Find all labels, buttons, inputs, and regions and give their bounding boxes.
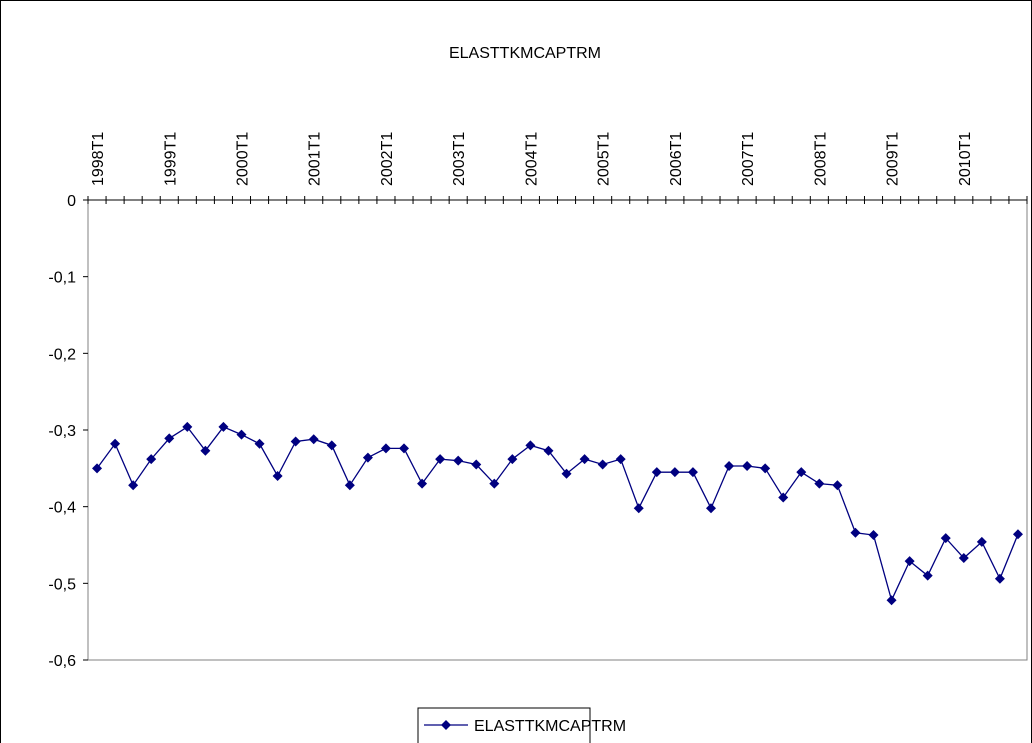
y-tick-label: -0,1 bbox=[48, 270, 76, 287]
y-tick-label: -0,3 bbox=[48, 423, 76, 440]
plot-area bbox=[87, 199, 1028, 661]
data-point bbox=[254, 438, 265, 449]
x-tick-label: 2002T1 bbox=[379, 132, 396, 186]
data-point bbox=[633, 503, 644, 514]
data-point bbox=[994, 573, 1005, 584]
data-point bbox=[796, 467, 807, 478]
data-point bbox=[362, 452, 373, 463]
data-point bbox=[1012, 529, 1023, 540]
data-point bbox=[489, 478, 500, 489]
x-tick-label: 2007T1 bbox=[740, 132, 757, 186]
data-point bbox=[380, 443, 391, 454]
data-point bbox=[525, 440, 536, 451]
data-point bbox=[886, 595, 897, 606]
x-tick-label: 2008T1 bbox=[812, 132, 829, 186]
data-point bbox=[724, 461, 735, 472]
x-tick-label: 2001T1 bbox=[307, 132, 324, 186]
data-point bbox=[561, 468, 572, 479]
x-tick-label: 2003T1 bbox=[451, 132, 468, 186]
data-point bbox=[976, 536, 987, 547]
x-tick-label: 1999T1 bbox=[162, 132, 179, 186]
x-tick-label: 2005T1 bbox=[596, 132, 613, 186]
data-point bbox=[705, 503, 716, 514]
data-point bbox=[200, 445, 211, 456]
data-point bbox=[308, 434, 319, 445]
data-point bbox=[687, 467, 698, 478]
legend-label: ELASTTKMCAPTRM bbox=[474, 718, 626, 735]
x-tick-label: 2006T1 bbox=[668, 132, 685, 186]
x-tick-label: 2009T1 bbox=[885, 132, 902, 186]
x-tick-label: 2004T1 bbox=[523, 132, 540, 186]
data-point bbox=[597, 459, 608, 470]
data-point bbox=[760, 463, 771, 474]
data-point bbox=[92, 463, 103, 474]
y-tick-label: -0,6 bbox=[48, 653, 76, 670]
data-point bbox=[958, 553, 969, 564]
y-tick-label: -0,5 bbox=[48, 576, 76, 593]
x-tick-label: 2010T1 bbox=[957, 132, 974, 186]
y-tick-label: -0,2 bbox=[48, 346, 76, 363]
data-point bbox=[543, 445, 554, 456]
data-point bbox=[579, 454, 590, 465]
data-point bbox=[417, 478, 428, 489]
x-tick-label: 1998T1 bbox=[90, 132, 107, 186]
data-point bbox=[507, 454, 518, 465]
legend-marker bbox=[441, 720, 451, 730]
y-tick-label: -0,4 bbox=[48, 500, 76, 517]
data-point bbox=[290, 436, 301, 447]
data-point bbox=[922, 570, 933, 581]
data-point bbox=[742, 461, 753, 472]
data-point bbox=[832, 480, 843, 491]
line bbox=[96, 426, 1019, 603]
data-point bbox=[471, 459, 482, 470]
data-point bbox=[669, 467, 680, 478]
data-point bbox=[218, 421, 229, 432]
data-point bbox=[651, 467, 662, 478]
y-tick-label: 0 bbox=[67, 193, 76, 210]
data-point bbox=[868, 530, 879, 541]
chart-title: ELASTTKMCAPTRM bbox=[449, 45, 601, 62]
data-point bbox=[615, 454, 626, 465]
data-point bbox=[164, 433, 175, 444]
data-point bbox=[272, 471, 283, 481]
data-point bbox=[814, 478, 825, 489]
data-point bbox=[399, 443, 410, 454]
data-point bbox=[435, 454, 446, 465]
data-point bbox=[236, 429, 247, 440]
data-point bbox=[344, 480, 355, 491]
data-point bbox=[778, 492, 789, 503]
data-point bbox=[110, 438, 121, 449]
x-tick-label: 2000T1 bbox=[234, 132, 251, 186]
data-point bbox=[940, 533, 951, 544]
data-point bbox=[453, 455, 464, 466]
data-point bbox=[128, 480, 139, 491]
data-point bbox=[182, 421, 193, 432]
data-point bbox=[850, 527, 861, 538]
data-point bbox=[326, 440, 337, 451]
data-point bbox=[146, 454, 157, 465]
data-point bbox=[904, 556, 915, 567]
